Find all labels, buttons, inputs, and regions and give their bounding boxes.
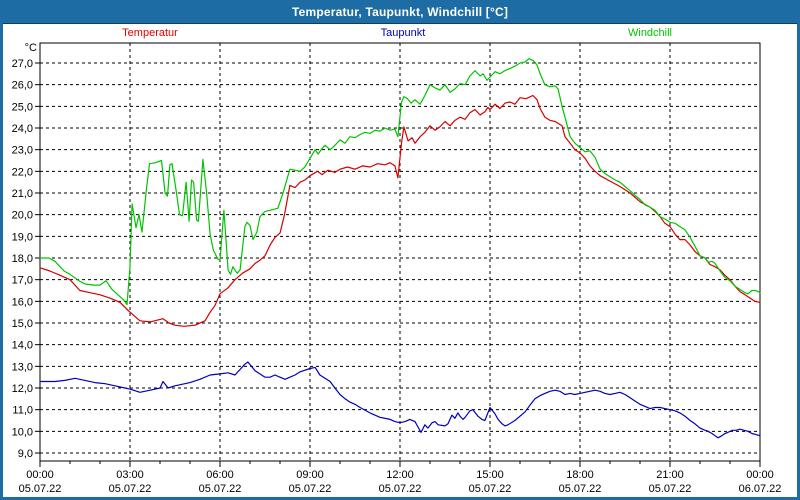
- x-tick-date-label: 05.07.22: [289, 483, 332, 495]
- legend-item-temperatur: Temperatur: [122, 27, 178, 39]
- x-tick-time-label: 00:00: [746, 469, 774, 481]
- y-tick-label: 26,0: [12, 80, 33, 92]
- legend-item-taupunkt: Taupunkt: [380, 27, 426, 39]
- y-tick-label: 15,0: [12, 318, 33, 330]
- x-tick-time-label: 12:00: [386, 469, 414, 481]
- taupunkt-line: [39, 361, 761, 439]
- x-tick-time-label: 03:00: [116, 469, 144, 481]
- y-tick-label: 14,0: [12, 340, 33, 352]
- y-tick-label: 23,0: [12, 145, 33, 157]
- y-tick-label: 24,0: [12, 123, 33, 135]
- title-bar: Temperatur, Taupunkt, Windchill [°C]: [3, 3, 797, 24]
- y-axis-unit-label: °C: [25, 42, 37, 54]
- x-tick-date-label: 05.07.22: [469, 483, 512, 495]
- x-tick-time-label: 21:00: [656, 469, 684, 481]
- x-tick-date-label: 05.07.22: [19, 483, 62, 495]
- grid: 27,0 26,0 25,0 24,0 23,0 22,0 21,0 20,0 19,0 18,0…: [12, 43, 782, 495]
- x-tick-date-label: 05.07.22: [649, 483, 692, 495]
- x-tick-date-label: 05.07.22: [559, 483, 602, 495]
- plot-border: [39, 42, 761, 462]
- x-tick-time-label: 15:00: [476, 469, 504, 481]
- y-tick-label: 18,0: [12, 253, 33, 265]
- y-tick-label: 25,0: [12, 101, 33, 113]
- y-tick-label: 9,0: [18, 448, 33, 460]
- x-tick-time-label: 00:00: [26, 469, 54, 481]
- y-tick-label: 16,0: [12, 296, 33, 308]
- window-title: Temperatur, Taupunkt, Windchill [°C]: [291, 4, 509, 19]
- y-tick-label: 11,0: [12, 405, 33, 417]
- x-tick-time-label: 18:00: [566, 469, 594, 481]
- y-tick-label: 10,0: [12, 426, 33, 438]
- y-tick-label: 17,0: [12, 275, 33, 287]
- y-tick-label: 27,0: [12, 58, 33, 70]
- x-tick-time-label: 06:00: [206, 469, 234, 481]
- y-tick-label: 19,0: [12, 231, 33, 243]
- x-tick-date-label: 06.07.22: [739, 483, 782, 495]
- y-tick-label: 13,0: [12, 361, 33, 373]
- y-tick-label: 20,0: [12, 210, 33, 222]
- windchill-line: [39, 58, 761, 306]
- y-tick-label: 22,0: [12, 166, 33, 178]
- y-tick-label: 21,0: [12, 188, 33, 200]
- x-tick-date-label: 05.07.22: [199, 483, 242, 495]
- x-tick-time-label: 09:00: [296, 469, 324, 481]
- legend-item-windchill: Windchill: [627, 27, 673, 39]
- y-tick-label: 12,0: [12, 383, 33, 395]
- x-tick-date-label: 05.07.22: [379, 483, 422, 495]
- x-tick-date-label: 05.07.22: [109, 483, 152, 495]
